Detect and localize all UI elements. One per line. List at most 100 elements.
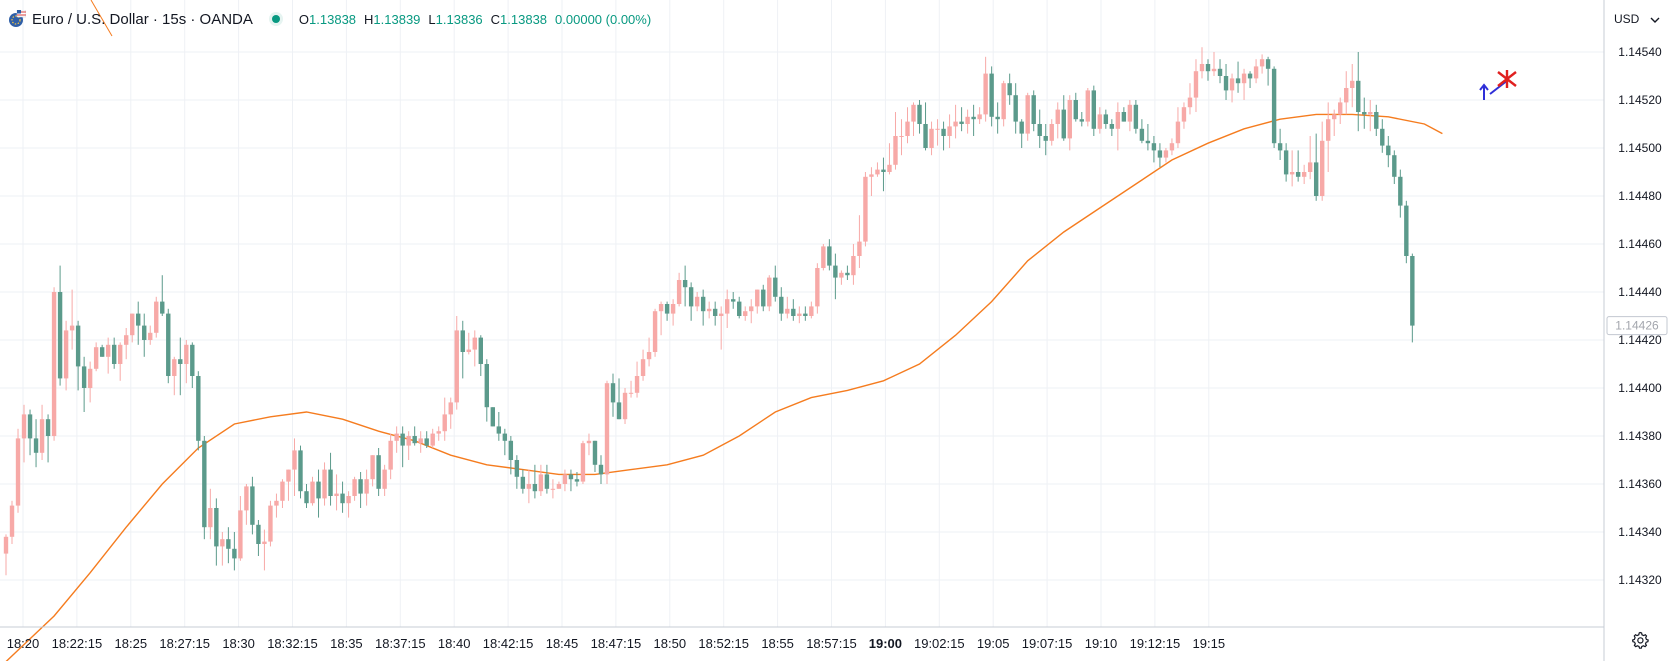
candle [1139, 119, 1145, 144]
price-tick-label: 1.14520 [1618, 93, 1662, 107]
candle [1410, 253, 1415, 343]
time-tick-label: 18:42:15 [483, 636, 534, 651]
candle [75, 320, 81, 391]
candle-body [881, 169, 886, 172]
candle-body [382, 469, 387, 489]
candle-body [857, 241, 862, 256]
candle-body [1247, 73, 1253, 79]
candle [568, 469, 574, 492]
candle-body [568, 474, 574, 480]
candle [833, 253, 838, 300]
currency-dropdown[interactable]: USD [1606, 6, 1668, 32]
candle-body [250, 486, 255, 525]
candle [845, 265, 850, 280]
time-tick-label: 18:25 [115, 636, 148, 651]
candle [1289, 150, 1295, 187]
candle [69, 289, 75, 350]
drawing-small-line[interactable] [90, 0, 113, 37]
candle [184, 340, 189, 384]
candle [1241, 68, 1247, 100]
drawing-arrow-up[interactable] [1479, 83, 1489, 100]
candle-body [905, 121, 910, 136]
candle-body [111, 344, 117, 364]
candle-body [706, 308, 712, 312]
candle [664, 301, 670, 321]
candle-body [105, 344, 111, 357]
candle-body [490, 407, 496, 427]
time-axis[interactable]: 18:20 18:22:15 18:25 18:27:15 18:30 18:32:15 1… [7, 636, 1225, 651]
candle-body [562, 474, 568, 484]
candle-body [256, 524, 261, 544]
moving-average [5, 113, 1443, 661]
time-tick-label: 18:20 [7, 636, 40, 651]
candle-body [1356, 80, 1361, 112]
candle [1109, 119, 1115, 136]
candle [220, 532, 225, 566]
candle-body [346, 496, 351, 504]
candle [1338, 97, 1343, 124]
candle-body [731, 299, 736, 302]
time-tick-label: 18:40 [438, 636, 471, 651]
candle [370, 455, 375, 487]
candle-body [725, 299, 730, 314]
candle [797, 306, 802, 324]
candle-body [1043, 136, 1048, 141]
candle-body [869, 174, 874, 177]
candle [634, 361, 640, 398]
candle-body [3, 536, 9, 554]
candle-body [1392, 155, 1397, 177]
candle [803, 306, 808, 321]
candle [1211, 52, 1217, 76]
candle [592, 440, 598, 472]
candle [941, 121, 946, 151]
drawing-line[interactable] [1489, 79, 1509, 95]
ohlc-open-label: O [298, 11, 310, 27]
time-tick-label: 18:27:15 [159, 636, 210, 651]
candle-body [700, 296, 706, 312]
candle [448, 397, 453, 429]
candle [166, 308, 171, 384]
candle [148, 325, 153, 345]
time-tick-label: 18:32:15 [267, 636, 318, 651]
chevron-down-icon [1650, 12, 1660, 26]
candle-body [935, 128, 940, 130]
candle-body [1031, 95, 1036, 124]
candle [755, 289, 760, 314]
candle [929, 121, 934, 156]
candle-body [75, 325, 81, 367]
candle-body [737, 301, 742, 316]
candle-body [370, 455, 375, 480]
candle-body [718, 313, 724, 316]
symbol-title[interactable]: Euro / U.S. Dollar · 15s · OANDA [32, 10, 253, 28]
candle [1271, 66, 1277, 148]
chart-settings-button[interactable] [1630, 631, 1650, 652]
candle [364, 469, 369, 506]
candle [851, 244, 856, 285]
candle [1115, 102, 1121, 151]
candle-body [1013, 95, 1018, 122]
candle [93, 342, 99, 372]
candle [27, 409, 33, 456]
candle-body [310, 481, 315, 504]
candle-body [1097, 114, 1103, 129]
candle [508, 436, 514, 475]
candle [196, 371, 201, 451]
candle [63, 320, 69, 391]
candle [292, 438, 297, 496]
candle [232, 532, 237, 571]
user-drawings[interactable] [90, 0, 1517, 100]
candle-body [989, 73, 994, 117]
candle-body [917, 104, 922, 124]
candle [1037, 109, 1042, 148]
price-axis[interactable]: 1.14540 1.14520 1.14500 1.14480 1.14460 1.144… [1618, 45, 1662, 587]
candles-layer [3, 47, 1415, 576]
candle-body [893, 136, 898, 165]
candle [1055, 102, 1060, 139]
candle [1013, 83, 1018, 134]
candle-body [376, 455, 381, 489]
candle-body [418, 438, 423, 444]
candle [1350, 64, 1355, 108]
drawing-cross-marker[interactable] [1497, 70, 1517, 88]
candle-body [959, 121, 964, 124]
